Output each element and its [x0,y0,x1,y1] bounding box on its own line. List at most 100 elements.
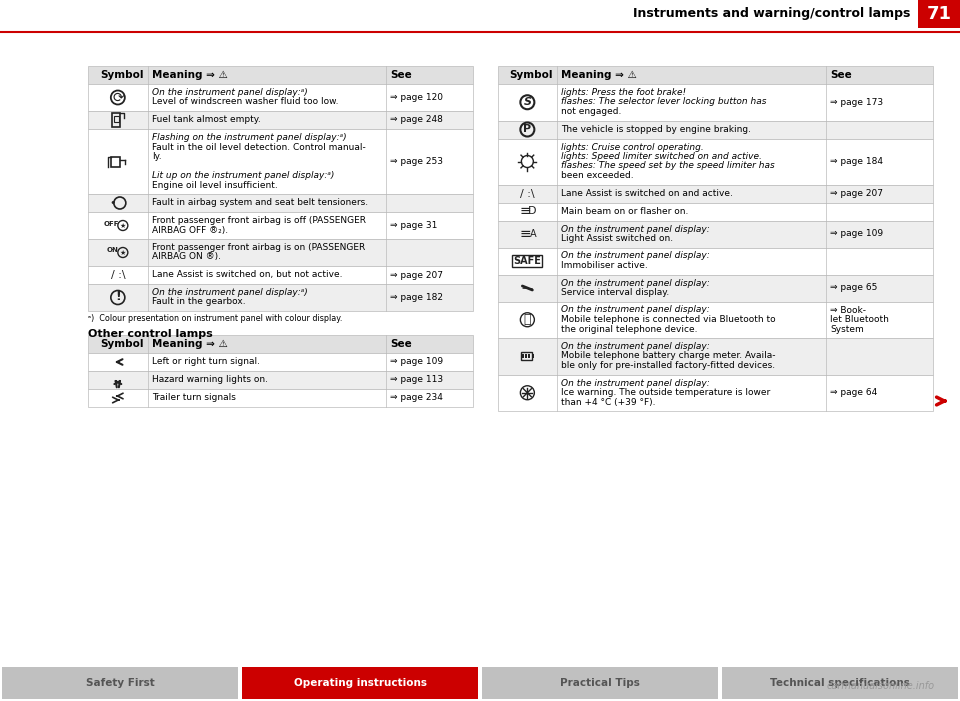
Text: Front passenger front airbag is off (PASSENGER: Front passenger front airbag is off (PAS… [152,216,366,225]
Bar [528,354,530,358]
Text: ⇒ page 31: ⇒ page 31 [391,221,438,230]
Text: ᛒ: ᛒ [523,313,531,326]
Text: ⇒ page 182: ⇒ page 182 [391,293,444,302]
Text: Level of windscreen washer fluid too low.: Level of windscreen washer fluid too low… [152,97,338,107]
Text: been exceeded.: been exceeded. [561,171,634,180]
Bar [88,389,473,407]
Text: On the instrument panel display:: On the instrument panel display: [561,278,709,287]
Text: On the instrument panel display:: On the instrument panel display: [561,224,709,233]
Text: Technical specifications: Technical specifications [770,678,910,688]
Bar [498,247,933,275]
Bar [114,116,119,122]
Bar [2,667,238,699]
Bar [88,111,473,129]
Text: Fault in the oil level detection. Control manual-: Fault in the oil level detection. Contro… [152,142,366,151]
Text: Lane Assist is switched on, but not active.: Lane Assist is switched on, but not acti… [152,270,342,279]
Bar [88,212,473,239]
Text: System: System [830,325,864,334]
Text: Safety First: Safety First [85,678,155,688]
Text: AIRBAG ON ®).: AIRBAG ON ®). [152,252,221,261]
Text: / :\: / :\ [520,189,535,198]
Text: On the instrument panel display:: On the instrument panel display: [561,342,709,351]
Text: ⇒ page 173: ⇒ page 173 [830,97,883,107]
Bar [88,66,473,84]
Text: not engaged.: not engaged. [561,107,621,116]
Text: ⇒ page 248: ⇒ page 248 [391,116,444,125]
Text: Lit up on the instrument panel display:ᵃ): Lit up on the instrument panel display:ᵃ… [152,171,334,180]
Bar [498,66,933,84]
Text: ⟳: ⟳ [112,90,124,104]
Text: ⇒ page 65: ⇒ page 65 [830,283,877,292]
Text: —: — [522,283,533,293]
Bar [88,239,473,266]
Text: AIRBAG OFF ®₂).: AIRBAG OFF ®₂). [152,226,228,235]
Text: ≡: ≡ [519,227,531,241]
Text: ⇒ page 109: ⇒ page 109 [830,229,883,238]
Bar [88,194,473,212]
Text: Mobile telephone is connected via Bluetooth to: Mobile telephone is connected via Blueto… [561,315,776,324]
Text: / :\: / :\ [110,270,125,280]
Bar [522,354,524,358]
Text: On the instrument panel display:: On the instrument panel display: [561,379,709,388]
Bar [111,113,120,127]
Text: Fault in airbag system and seat belt tensioners.: Fault in airbag system and seat belt ten… [152,198,368,207]
Text: Mobile telephone battery charge meter. Availa-: Mobile telephone battery charge meter. A… [561,351,776,360]
Text: Hazard warning lights on.: Hazard warning lights on. [152,375,268,384]
Text: A: A [530,229,537,239]
Bar [521,352,533,360]
Bar [533,354,535,358]
Text: lights: Press the foot brake!: lights: Press the foot brake! [561,88,685,97]
Text: Symbol: Symbol [100,70,144,80]
Text: SAFE: SAFE [514,256,541,266]
Bar [498,139,933,184]
Text: lights: Speed limiter switched on and active.: lights: Speed limiter switched on and ac… [561,152,761,161]
Text: On the instrument panel display:ᵃ): On the instrument panel display:ᵃ) [152,288,307,297]
Bar [498,374,933,411]
Text: let Bluetooth: let Bluetooth [830,315,889,325]
Bar [498,184,933,203]
Bar [525,354,527,358]
Text: •: • [109,198,116,208]
Text: flashes: The selector lever locking button has: flashes: The selector lever locking butt… [561,97,766,107]
Bar [722,667,958,699]
Text: S: S [523,97,532,107]
Text: ⇒ page 234: ⇒ page 234 [391,393,444,402]
Bar [498,84,933,121]
Bar [918,0,960,28]
Text: !: ! [115,290,121,304]
Text: Practical Tips: Practical Tips [560,678,640,688]
Bar [88,335,473,353]
Bar [110,156,120,167]
Text: Operating instructions: Operating instructions [294,678,426,688]
Text: lights: Cruise control operating.: lights: Cruise control operating. [561,142,704,151]
Text: ⇒ page 109: ⇒ page 109 [391,358,444,367]
Text: ᵃ)  Colour presentation on instrument panel with colour display.: ᵃ) Colour presentation on instrument pan… [88,314,343,323]
Text: the original telephone device.: the original telephone device. [561,325,697,334]
Text: Left or right turn signal.: Left or right turn signal. [152,357,259,366]
Text: ⇒ page 64: ⇒ page 64 [830,388,877,397]
Text: ⇒ page 207: ⇒ page 207 [391,271,444,280]
Text: Front passenger front airbag is on (PASSENGER: Front passenger front airbag is on (PASS… [152,243,365,252]
Bar [88,129,473,194]
Bar [498,221,933,247]
Text: P: P [523,125,532,135]
Text: Meaning ⇒ ⚠: Meaning ⇒ ⚠ [561,70,636,80]
Text: Fuel tank almost empty.: Fuel tank almost empty. [152,115,260,124]
Text: 71: 71 [926,5,951,23]
Bar [88,266,473,284]
Text: See: See [830,70,852,80]
Text: Meaning ⇒ ⚠: Meaning ⇒ ⚠ [152,339,228,349]
Text: Service interval display.: Service interval display. [561,288,669,297]
Text: ⇒ page 120: ⇒ page 120 [391,93,444,102]
Text: See: See [391,339,412,349]
Text: Main beam on or flasher on.: Main beam on or flasher on. [561,207,688,215]
Bar [88,371,473,389]
Text: The vehicle is stopped by engine braking.: The vehicle is stopped by engine braking… [561,125,751,133]
Text: ly.: ly. [152,152,161,161]
Text: Ice warning. The outside temperature is lower: Ice warning. The outside temperature is … [561,388,770,397]
Text: Meaning ⇒ ⚠: Meaning ⇒ ⚠ [152,70,228,80]
Text: ⇒ page 184: ⇒ page 184 [830,157,883,166]
Text: See: See [391,70,412,80]
Text: Immobiliser active.: Immobiliser active. [561,261,647,270]
Bar [88,353,473,371]
